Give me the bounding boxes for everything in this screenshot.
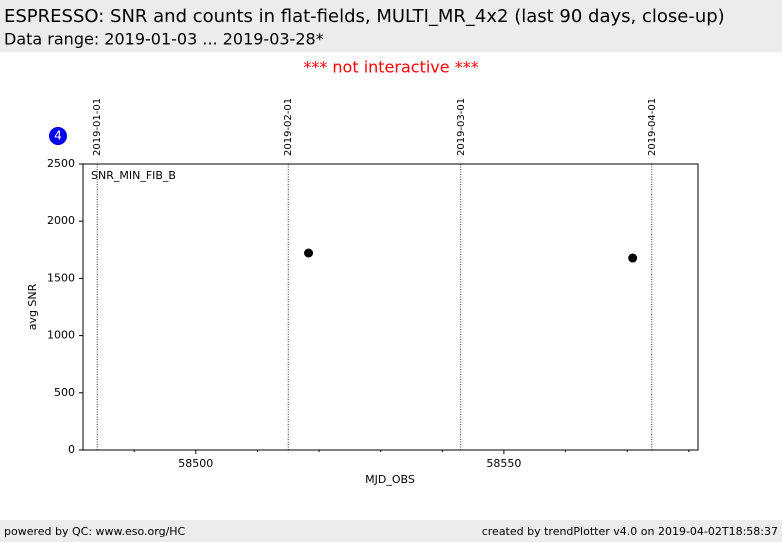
x-tick-label: 58550	[486, 457, 521, 470]
y-tick-label: 2000	[47, 214, 75, 227]
footer-left: powered by QC: www.eso.org/HC	[4, 525, 186, 538]
subtitle: Data range: 2019-01-03 ... 2019-03-28*	[4, 30, 324, 49]
header-bar	[0, 0, 782, 52]
badge-circle	[49, 127, 67, 145]
date-marker-label: 2019-04-01	[647, 98, 658, 156]
annotation: SNR_MIN_FIB_B	[91, 169, 176, 182]
title: ESPRESSO: SNR and counts in flat-fields,…	[4, 6, 725, 27]
y-tick-label: 1000	[47, 329, 75, 342]
data-point	[628, 253, 638, 263]
badge: 4	[54, 129, 62, 143]
footer-bar	[0, 520, 782, 542]
y-tick-label: 500	[54, 386, 75, 399]
x-tick-label: 58500	[178, 457, 213, 470]
data-point	[304, 248, 314, 258]
y-axis-label: avg SNR	[26, 283, 39, 330]
date-marker-label: 2019-01-01	[92, 98, 103, 156]
plot-frame	[82, 163, 699, 451]
y-tick-label: 1500	[47, 271, 75, 284]
notice: *** not interactive ***	[303, 58, 478, 77]
x-axis-label: MJD_OBS	[365, 473, 415, 486]
y-tick-label: 0	[68, 443, 75, 456]
y-tick-label: 2500	[47, 157, 75, 170]
date-marker-label: 2019-02-01	[283, 98, 294, 156]
date-marker-label: 2019-03-01	[456, 98, 467, 156]
footer-right: created by trendPlotter v4.0 on 2019-04-…	[482, 525, 778, 538]
